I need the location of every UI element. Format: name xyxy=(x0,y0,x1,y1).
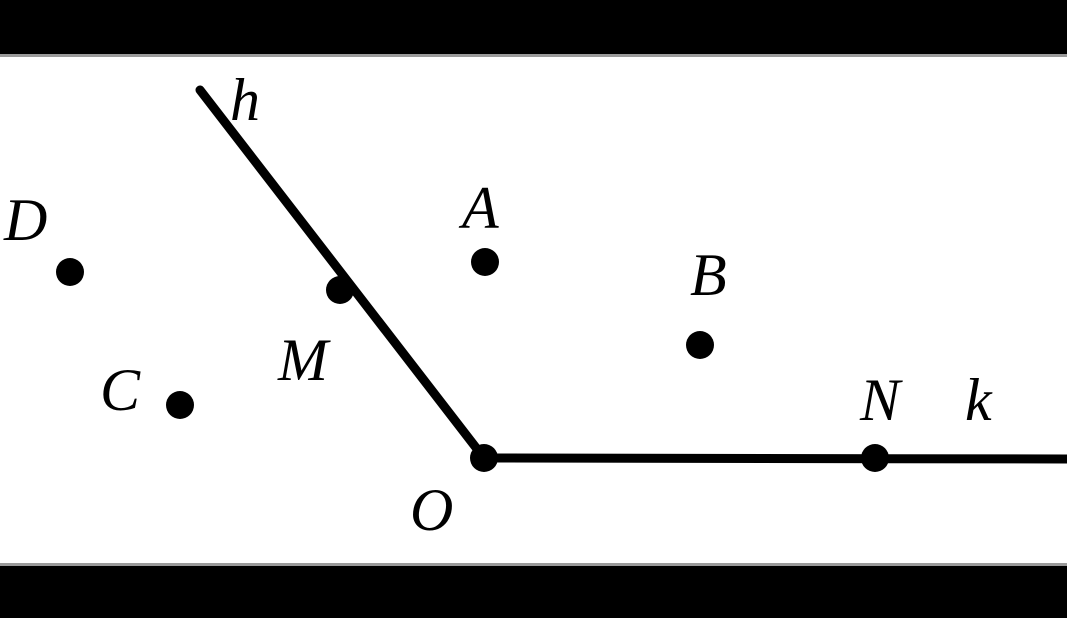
label-D: D xyxy=(4,190,47,250)
label-O: O xyxy=(410,480,453,540)
ray-k xyxy=(484,458,1067,459)
label-N: N xyxy=(860,370,900,430)
point-D xyxy=(56,258,84,286)
point-B xyxy=(686,331,714,359)
ray-h xyxy=(200,90,484,458)
point-O xyxy=(470,444,498,472)
point-A xyxy=(471,248,499,276)
label-A: A xyxy=(462,178,499,238)
point-N xyxy=(861,444,889,472)
diagram-svg xyxy=(0,0,1067,618)
point-C xyxy=(166,391,194,419)
label-h: h xyxy=(230,70,260,130)
point-M xyxy=(326,276,354,304)
label-k: k xyxy=(965,370,992,430)
label-C: C xyxy=(100,360,140,420)
label-M: M xyxy=(278,330,328,390)
label-B: B xyxy=(690,245,727,305)
